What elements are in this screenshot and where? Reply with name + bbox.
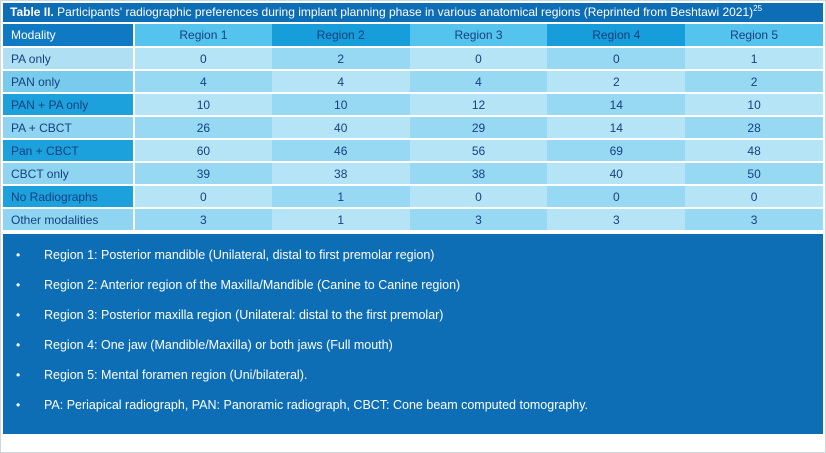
value-cell: 26: [134, 116, 272, 140]
value-cell: 0: [547, 47, 686, 71]
value-cell: 0: [547, 185, 686, 209]
value-cell: 69: [547, 139, 686, 163]
preferences-table: Modality Region 1 Region 2 Region 3 Regi…: [3, 24, 823, 232]
column-header-region-3: Region 3: [409, 24, 548, 48]
bullet-icon: •: [16, 278, 21, 292]
modality-cell: Pan + CBCT: [3, 139, 135, 163]
value-cell: 3: [547, 208, 686, 232]
value-cell: 38: [271, 162, 410, 186]
modality-cell: PA only: [3, 47, 135, 71]
value-cell: 0: [409, 47, 548, 71]
caption-citation-superscript: 25: [753, 4, 763, 13]
footnote-text: Region 1: Posterior mandible (Unilateral…: [44, 248, 435, 262]
value-cell: 2: [547, 70, 686, 94]
value-cell: 14: [547, 116, 686, 140]
value-cell: 40: [547, 162, 686, 186]
bullet-icon: •: [16, 398, 21, 412]
value-cell: 50: [685, 162, 823, 186]
caption-label: Table II.: [10, 5, 54, 19]
column-header-region-4: Region 4: [547, 24, 686, 48]
value-cell: 10: [271, 93, 410, 117]
value-cell: 1: [685, 47, 823, 71]
footnote-text: Region 4: One jaw (Mandible/Maxilla) or …: [44, 338, 393, 352]
value-cell: 1: [271, 208, 410, 232]
column-header-modality: Modality: [3, 24, 135, 48]
value-cell: 14: [547, 93, 686, 117]
footnote-item: • Region 4: One jaw (Mandible/Maxilla) o…: [13, 337, 813, 353]
value-cell: 28: [685, 116, 823, 140]
value-cell: 0: [134, 185, 272, 209]
footnote-item: • Region 1: Posterior mandible (Unilater…: [13, 247, 813, 263]
footnote-text: Region 3: Posterior maxilla region (Unil…: [44, 308, 444, 322]
value-cell: 48: [685, 139, 823, 163]
column-header-region-2: Region 2: [271, 24, 410, 48]
footnote-item: • PA: Periapical radiograph, PAN: Panora…: [13, 397, 813, 413]
bullet-icon: •: [16, 308, 21, 322]
modality-cell: PAN + PA only: [3, 93, 135, 117]
header-row: Modality Region 1 Region 2 Region 3 Regi…: [3, 24, 823, 48]
value-cell: 4: [409, 70, 548, 94]
value-cell: 56: [409, 139, 548, 163]
value-cell: 0: [134, 47, 272, 71]
table-row: PAN + PA only 10 10 12 14 10: [3, 93, 823, 117]
modality-cell: No Radiographs: [3, 185, 135, 209]
modality-cell: CBCT only: [3, 162, 135, 186]
footnotes: • Region 1: Posterior mandible (Unilater…: [3, 234, 823, 434]
table-row: PA only 0 2 0 0 1: [3, 47, 823, 71]
table-row: PAN only 4 4 4 2 2: [3, 70, 823, 94]
table-row: CBCT only 39 38 38 40 50: [3, 162, 823, 186]
value-cell: 10: [134, 93, 272, 117]
bullet-icon: •: [16, 248, 21, 262]
bullet-icon: •: [16, 368, 21, 382]
value-cell: 12: [409, 93, 548, 117]
value-cell: 10: [685, 93, 823, 117]
value-cell: 60: [134, 139, 272, 163]
value-cell: 4: [134, 70, 272, 94]
value-cell: 4: [271, 70, 410, 94]
value-cell: 40: [271, 116, 410, 140]
value-cell: 3: [409, 208, 548, 232]
value-cell: 0: [409, 185, 548, 209]
modality-cell: PA + CBCT: [3, 116, 135, 140]
value-cell: 3: [685, 208, 823, 232]
table-row: Pan + CBCT 60 46 56 69 48: [3, 139, 823, 163]
value-cell: 0: [685, 185, 823, 209]
value-cell: 46: [271, 139, 410, 163]
footnote-text: Region 5: Mental foramen region (Uni/bil…: [44, 368, 308, 382]
table-row: PA + CBCT 26 40 29 14 28: [3, 116, 823, 140]
value-cell: 1: [271, 185, 410, 209]
value-cell: 39: [134, 162, 272, 186]
value-cell: 3: [134, 208, 272, 232]
value-cell: 38: [409, 162, 548, 186]
column-header-region-5: Region 5: [685, 24, 823, 48]
table-row: No Radiographs 0 1 0 0 0: [3, 185, 823, 209]
value-cell: 29: [409, 116, 548, 140]
value-cell: 2: [685, 70, 823, 94]
column-header-region-1: Region 1: [134, 24, 272, 48]
modality-cell: PAN only: [3, 70, 135, 94]
footnote-item: • Region 3: Posterior maxilla region (Un…: [13, 307, 813, 323]
modality-cell: Other modalities: [3, 208, 135, 232]
footnote-item: • Region 5: Mental foramen region (Uni/b…: [13, 367, 813, 383]
table-row: Other modalities 3 1 3 3 3: [3, 208, 823, 232]
bullet-icon: •: [16, 338, 21, 352]
table-caption: Table II. Participants' radiographic pre…: [3, 3, 823, 22]
footnote-text: Region 2: Anterior region of the Maxilla…: [44, 278, 461, 292]
footnote-item: • Region 2: Anterior region of the Maxil…: [13, 277, 813, 293]
footnote-text: PA: Periapical radiograph, PAN: Panorami…: [44, 398, 589, 412]
caption-text: Participants' radiographic preferences d…: [57, 5, 754, 19]
value-cell: 2: [271, 47, 410, 71]
